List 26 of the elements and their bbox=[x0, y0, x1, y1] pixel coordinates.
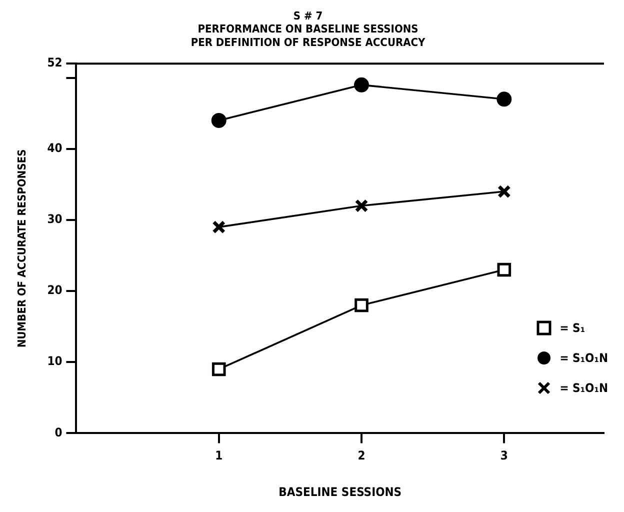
text: S # 7 bbox=[293, 9, 323, 22]
point bbox=[354, 298, 368, 312]
point bbox=[212, 362, 226, 376]
point bbox=[497, 184, 511, 198]
y-tick-label: 20 bbox=[47, 283, 62, 298]
point bbox=[497, 262, 512, 277]
y-tick-label: 10 bbox=[47, 354, 62, 368]
y-tick-label: 30 bbox=[47, 212, 62, 226]
x-axis-title: BASELINE SESSIONS bbox=[278, 484, 402, 499]
legend-label: = S₁O₁N bbox=[560, 381, 608, 395]
y-axis-title: NUMBER OF ACCURATE RESPONSES bbox=[15, 149, 28, 348]
x-tick-label: 2 bbox=[358, 448, 366, 463]
point bbox=[496, 92, 512, 107]
x-tick-label: 3 bbox=[500, 448, 508, 463]
y-tick-label: 0 bbox=[54, 425, 62, 440]
point bbox=[212, 220, 226, 234]
point bbox=[354, 77, 370, 92]
legend-label: = S₁ bbox=[560, 321, 586, 335]
point bbox=[211, 112, 226, 128]
x-tick-label: 1 bbox=[215, 448, 223, 463]
y-tick-label: 40 bbox=[47, 141, 62, 156]
text: PERFORMANCE ON BASELINE SESSIONS bbox=[198, 22, 418, 36]
point bbox=[354, 199, 368, 212]
text: PER DEFINITION OF RESPONSE ACCURACY bbox=[190, 36, 426, 49]
legend-label: = S₁O₁N bbox=[560, 351, 608, 365]
y-tick-label: 52 bbox=[47, 56, 62, 70]
